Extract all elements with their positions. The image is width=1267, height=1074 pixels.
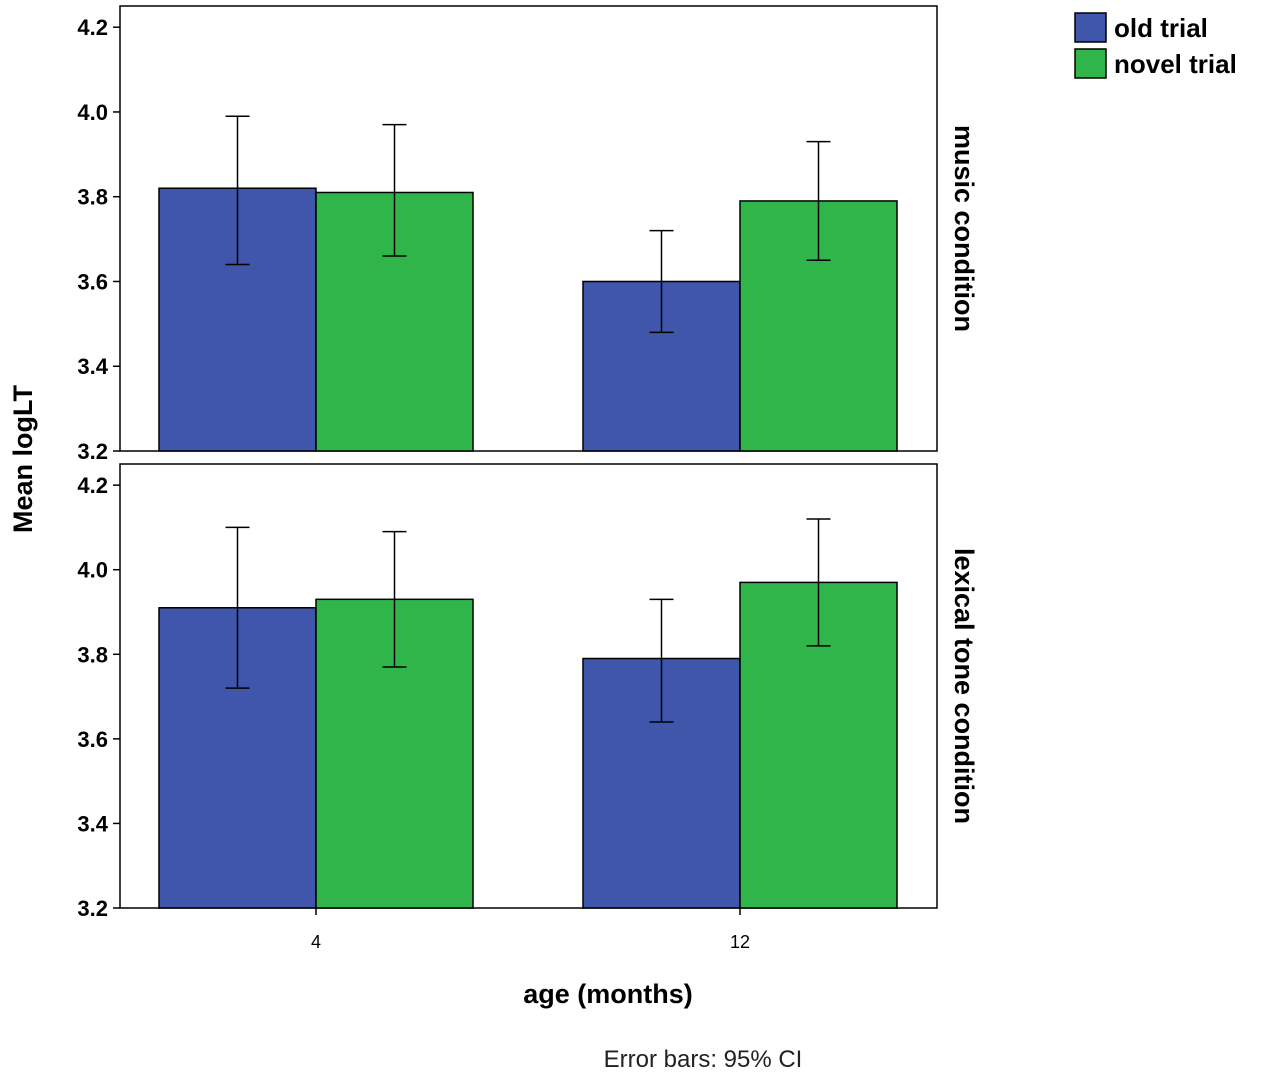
chart-panels: 3.2 3.4 3.6 3.8 4.0 4.2 music condition 3.2 3.4 3… [77,5,979,921]
y-tick-label: 3.2 [77,896,108,921]
x-tick-label: 12 [730,932,750,952]
y-axis-title: Mean logLT [8,385,38,533]
error-bars-footnote: Error bars: 95% CI [604,1046,803,1073]
y-tick-label: 3.8 [77,185,108,210]
y-tick-label: 4.0 [77,558,108,583]
y-tick-label: 3.8 [77,642,108,667]
y-tick-label: 4.2 [77,473,108,498]
y-tick-label: 3.4 [77,811,108,836]
legend: old trial novel trial [1074,12,1237,79]
legend-swatch-old-trial [1074,12,1107,43]
x-axis-title: age (months) [523,979,693,1009]
x-tick-label: 4 [311,932,321,952]
y-tick-label: 3.4 [77,354,108,379]
legend-label-novel-trial: novel trial [1114,49,1237,79]
panel-label: lexical tone condition [949,548,979,824]
legend-label-old-trial: old trial [1114,13,1208,43]
y-tick-label: 3.6 [77,727,108,752]
y-tick-label: 3.6 [77,269,108,294]
y-tick-label: 3.2 [77,439,108,464]
legend-swatch-novel-trial [1074,48,1107,79]
y-tick-label: 4.0 [77,100,108,125]
panel-label: music condition [949,125,979,332]
y-tick-label: 4.2 [77,15,108,40]
